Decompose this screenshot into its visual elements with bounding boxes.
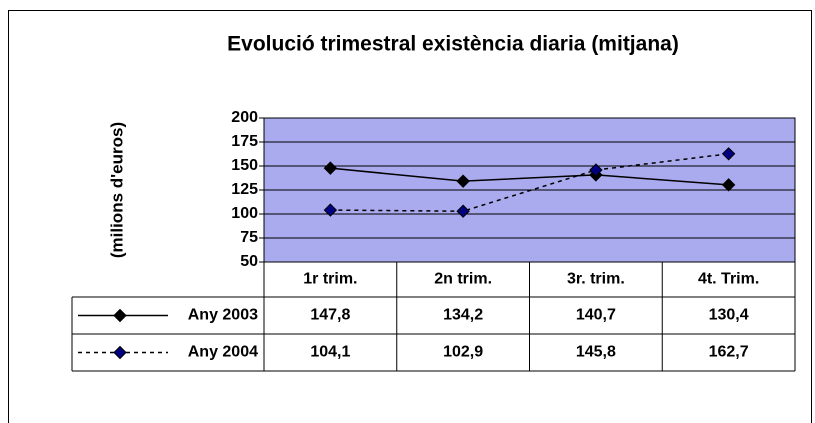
series-line — [330, 153, 729, 212]
y-tick-label: 175 — [231, 133, 258, 150]
y-axis-label: (milions d'euros) — [107, 122, 126, 258]
point-marker — [323, 161, 338, 175]
chart-frame — [8, 10, 812, 423]
table-value: 145,8 — [576, 344, 616, 361]
point-marker — [589, 163, 603, 177]
point-marker — [323, 203, 338, 217]
chart-title: Evolució trimestral existència diaria (m… — [227, 33, 679, 56]
x-tick-label: 3r. trim. — [567, 271, 625, 288]
legend-marker — [113, 308, 127, 323]
legend-label: Any 2004 — [188, 344, 258, 361]
y-tick-label: 125 — [231, 181, 258, 198]
table-value: 130,4 — [709, 307, 749, 324]
legend-label: Any 2003 — [188, 307, 258, 324]
point-marker — [721, 147, 736, 161]
table-value: 140,7 — [576, 307, 616, 324]
x-tick-label: 1r trim. — [303, 271, 357, 288]
table-value: 162,7 — [709, 344, 749, 361]
table-value: 134,2 — [443, 307, 483, 324]
point-marker — [721, 178, 736, 192]
point-marker — [456, 204, 470, 218]
legend-marker — [113, 345, 127, 360]
y-tick-label: 200 — [231, 109, 258, 126]
x-tick-label: 4t. Trim. — [698, 271, 759, 288]
x-tick-label: 2n trim. — [434, 271, 492, 288]
table-value: 104,1 — [310, 344, 350, 361]
table-grid — [71, 262, 796, 372]
y-tick-label: 100 — [231, 205, 258, 222]
y-tick-label: 75 — [240, 229, 258, 246]
point-marker — [456, 174, 470, 188]
table-value: 147,8 — [310, 307, 350, 324]
y-tick-label: 150 — [231, 157, 258, 174]
table-value: 102,9 — [443, 344, 483, 361]
y-tick-label: 50 — [240, 253, 258, 270]
series-line — [330, 167, 729, 186]
